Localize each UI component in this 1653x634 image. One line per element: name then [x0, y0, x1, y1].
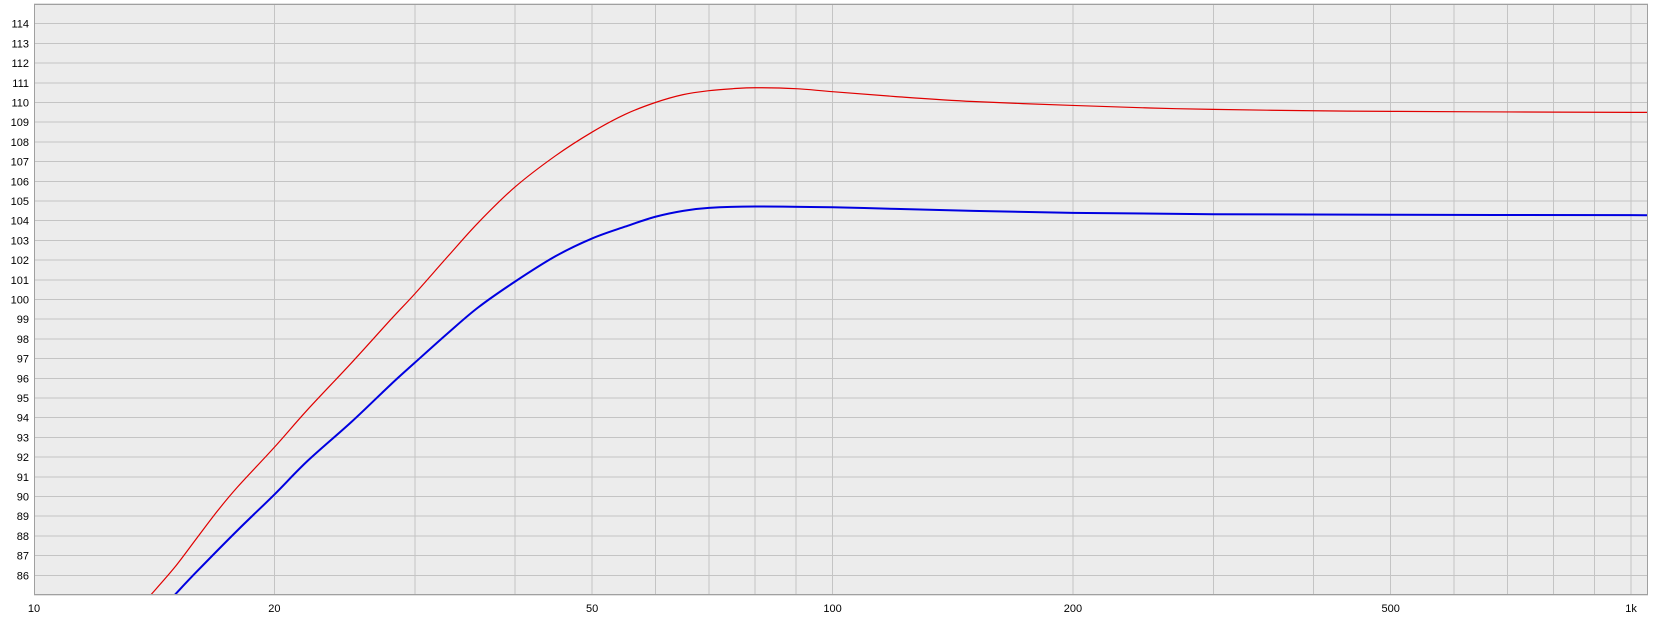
y-tick-label: 88 — [17, 531, 29, 543]
series-line-1 — [150, 87, 1648, 595]
plot-frame — [34, 4, 1648, 595]
y-tick-label: 95 — [17, 393, 29, 405]
x-tick-label: 100 — [823, 603, 841, 615]
y-tick-label: 89 — [17, 511, 29, 523]
y-tick-label: 114 — [11, 19, 29, 31]
y-tick-label: 96 — [17, 373, 29, 385]
series-group — [150, 87, 1648, 595]
y-tick-label: 105 — [11, 196, 29, 208]
y-tick-label: 107 — [11, 157, 29, 169]
series-line-2 — [173, 205, 1648, 595]
y-tick-labels: 86 87 88 89 90 91 92 93 94 95 96 97 98 99 100 101 102 103… — [11, 19, 29, 583]
x-tick-label: 200 — [1064, 603, 1082, 615]
y-tick-label: 97 — [17, 354, 29, 366]
y-tick-label: 113 — [11, 38, 29, 50]
x-tick-label: 50 — [586, 603, 598, 615]
y-tick-label: 109 — [11, 117, 29, 129]
y-tick-label: 110 — [11, 98, 29, 110]
y-tick-label: 103 — [11, 235, 29, 247]
y-tick-label: 98 — [17, 334, 29, 346]
x-tick-label: 20 — [268, 603, 280, 615]
x-tick-label: 10 — [28, 603, 40, 615]
y-tick-label: 104 — [11, 216, 29, 228]
y-tick-label: 90 — [17, 492, 29, 504]
y-tick-label: 92 — [17, 452, 29, 464]
y-tick-label: 86 — [17, 570, 29, 582]
y-tick-label: 93 — [17, 432, 29, 444]
y-tick-label: 106 — [11, 176, 29, 188]
y-tick-label: 102 — [11, 255, 29, 267]
grid-lines — [34, 3, 1648, 596]
y-tick-label: 101 — [11, 275, 29, 287]
x-tick-labels: 10 20 50 100 200 500 1k — [28, 603, 1638, 615]
y-tick-label: 87 — [17, 551, 29, 563]
y-tick-label: 112 — [11, 58, 29, 70]
y-tick-label: 99 — [17, 314, 29, 326]
x-tick-label: 1k — [1625, 603, 1637, 615]
y-tick-label: 94 — [17, 413, 29, 425]
x-tick-label: 500 — [1382, 603, 1400, 615]
y-tick-label: 108 — [11, 137, 29, 149]
y-tick-label: 91 — [17, 472, 29, 484]
y-tick-label: 111 — [12, 78, 29, 90]
y-tick-label: 100 — [11, 295, 29, 307]
